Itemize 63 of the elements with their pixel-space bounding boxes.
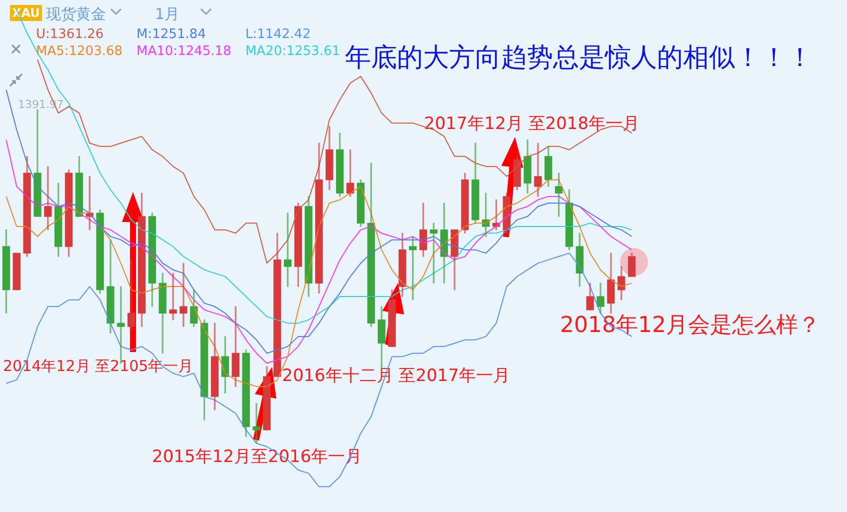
candlestick [190, 290, 198, 327]
candlestick [607, 252, 615, 314]
text: M:1251.84 [136, 27, 207, 42]
candlestick [472, 142, 480, 224]
candlestick [576, 232, 584, 287]
candlestick [273, 232, 282, 377]
chart-title: 年底的大方向趋势总是惊人的相似！！！ [345, 42, 813, 75]
candlestick [200, 320, 208, 420]
candlestick [252, 402, 260, 444]
candlestick [284, 212, 292, 287]
candlestick [96, 209, 104, 294]
candlestick [565, 189, 574, 250]
candlestick [34, 109, 42, 217]
candlestick [346, 149, 354, 197]
candlestick [430, 222, 438, 284]
candlestick [180, 262, 188, 327]
candlestick [148, 212, 156, 307]
text: L:1142.42 [245, 27, 312, 42]
candlestick [618, 266, 626, 300]
annotation: 2018年12月会是怎么样？ [560, 313, 820, 340]
candlestick [315, 142, 323, 294]
text: MA20:1253.61 [245, 44, 340, 59]
text: MA10:1245.18 [136, 44, 232, 59]
candlestick [304, 196, 312, 297]
candlestick [326, 126, 334, 190]
text: 现货黄金 [46, 5, 106, 23]
candlestick [409, 236, 417, 300]
candlestick [75, 156, 84, 217]
text: MA5:1203.68 [36, 44, 123, 59]
candlestick [2, 229, 10, 314]
candlestick [450, 229, 458, 290]
candlestick [12, 252, 20, 290]
candlestick [158, 272, 166, 354]
candlestick [524, 139, 532, 194]
candlestick [128, 260, 136, 330]
candlestick [263, 366, 271, 430]
candlestick [294, 202, 302, 287]
candlestick [54, 182, 62, 257]
candlestick [106, 239, 114, 334]
text: 1月 [155, 5, 180, 23]
candlestick [221, 336, 229, 394]
annotation: 2017年12月 至2018年一月 [424, 114, 640, 134]
candlestick [388, 290, 396, 347]
candlestick [64, 169, 73, 257]
candlestick [336, 132, 344, 197]
candlestick [242, 350, 250, 437]
candlestick [596, 282, 604, 314]
candlestick [554, 172, 563, 217]
candlestick [23, 156, 31, 257]
candlestick [356, 179, 365, 227]
candlestick [398, 232, 406, 297]
candlestick [544, 146, 552, 187]
candlestick [44, 166, 52, 230]
candlestick [169, 272, 177, 320]
candlestick [232, 306, 240, 387]
candlestick [367, 162, 375, 327]
series-label: U:1361.26 [36, 27, 105, 42]
candlestick [210, 322, 219, 410]
candlestick [461, 172, 469, 234]
candlestick [513, 156, 521, 190]
candlestick [138, 192, 146, 327]
candlestick [628, 252, 636, 277]
candlestick [534, 142, 542, 197]
